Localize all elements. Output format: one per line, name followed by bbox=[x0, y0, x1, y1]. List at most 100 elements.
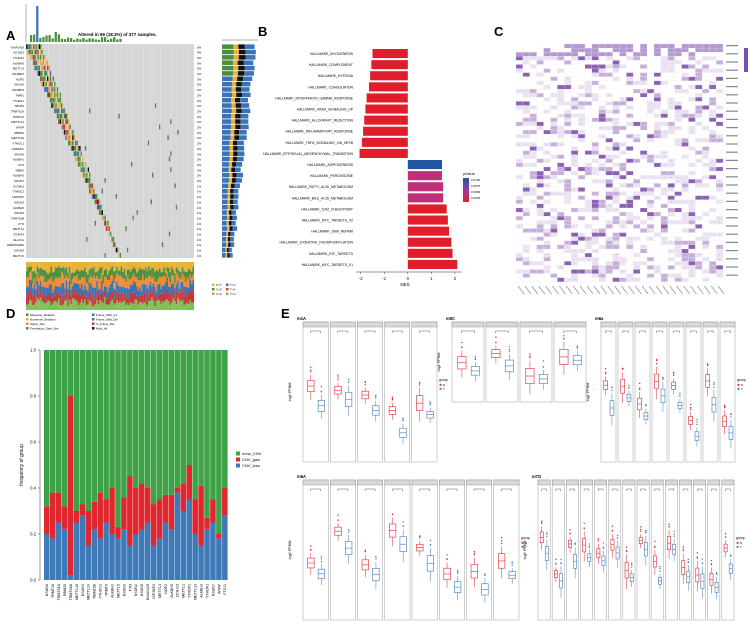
heatmap-cell bbox=[584, 216, 592, 221]
titv-segment bbox=[93, 266, 95, 276]
right-bar-segment bbox=[244, 44, 255, 49]
right-bar-segment bbox=[233, 188, 239, 194]
mutation-cell bbox=[45, 81, 47, 87]
mutation-cell bbox=[175, 204, 178, 210]
heatmap-cell bbox=[640, 273, 648, 278]
heatmap-star: * bbox=[560, 214, 561, 216]
heatmap-cell bbox=[674, 183, 682, 188]
outlier-point bbox=[668, 526, 670, 528]
heatmap-cell bbox=[709, 207, 717, 213]
mutation-cell bbox=[80, 151, 82, 157]
titv-segment bbox=[38, 278, 40, 286]
heatmap-cell bbox=[550, 236, 558, 241]
heatmap-star: * bbox=[719, 124, 720, 126]
heatmap-cell bbox=[591, 166, 599, 172]
titv-segment bbox=[181, 273, 184, 283]
heatmap-star: * bbox=[554, 226, 555, 228]
row-label-mark bbox=[726, 143, 738, 145]
mutation-cell bbox=[27, 44, 29, 50]
heatmap-cell bbox=[653, 171, 661, 176]
heatmap-cell bbox=[667, 146, 675, 151]
heatmap-cell bbox=[674, 265, 682, 270]
heatmap-star: * bbox=[533, 132, 534, 134]
titv-segment bbox=[142, 262, 144, 269]
pathway-label: HALLMARK_COMPLEMENT bbox=[309, 63, 353, 67]
heatmap-star: * bbox=[643, 75, 644, 77]
right-bar-segment bbox=[222, 55, 234, 60]
heatmap-star: * bbox=[705, 165, 706, 167]
heatmap-star: * bbox=[609, 169, 610, 171]
titv-segment bbox=[88, 282, 91, 292]
heatmap-cell bbox=[640, 130, 648, 135]
right-bar-segment bbox=[237, 76, 244, 82]
heatmap-cell bbox=[529, 179, 537, 184]
outlier-point bbox=[402, 525, 404, 527]
heatmap-cell bbox=[522, 265, 530, 270]
gene-label: LRPPRC bbox=[12, 195, 24, 199]
bar-cnv-gain bbox=[103, 499, 109, 523]
right-bar-segment bbox=[241, 81, 251, 87]
heatmap-cell bbox=[598, 150, 606, 155]
mutation-cell bbox=[61, 103, 63, 108]
titv-segment bbox=[29, 279, 31, 289]
heatmap-cell bbox=[640, 220, 648, 225]
heatmap-cell bbox=[564, 56, 572, 61]
heatmap-cell bbox=[702, 158, 710, 163]
row-label-mark bbox=[726, 258, 738, 260]
heatmap-cell bbox=[536, 150, 544, 155]
heatmap-cell bbox=[543, 224, 551, 229]
heatmap-star: * bbox=[664, 222, 665, 224]
mutation-cell bbox=[72, 129, 74, 135]
facet-strip bbox=[702, 321, 719, 328]
heatmap-cell bbox=[578, 48, 586, 53]
heatmap-cell bbox=[515, 187, 523, 192]
mutation-cell bbox=[101, 188, 103, 194]
heatmap-star: * bbox=[609, 243, 610, 245]
outlier-point bbox=[604, 371, 607, 373]
heatmap-cell bbox=[550, 84, 558, 90]
outlier-point bbox=[724, 536, 727, 538]
heatmap-star: * bbox=[588, 87, 589, 89]
heatmap-cell bbox=[640, 236, 648, 241]
titv-segment bbox=[139, 280, 141, 288]
percent-label: 2% bbox=[197, 136, 202, 140]
heatmap-star: * bbox=[664, 280, 665, 282]
heatmap-cell bbox=[702, 248, 710, 254]
heatmap-star: * bbox=[547, 50, 548, 52]
heatmap-cell bbox=[529, 166, 537, 172]
titv-segment bbox=[47, 300, 50, 310]
titv-segment bbox=[58, 298, 60, 310]
heatmap-cell bbox=[557, 261, 565, 266]
heatmap-cell bbox=[626, 175, 634, 180]
bar-cnv-gain bbox=[133, 488, 139, 534]
titv-segment bbox=[94, 288, 97, 300]
heatmap-star: * bbox=[574, 280, 575, 282]
top-bar bbox=[88, 38, 91, 42]
gene-label: YTHDC2 bbox=[12, 190, 24, 194]
titv-segment bbox=[29, 262, 31, 267]
titv-segment bbox=[166, 262, 169, 268]
titv-segment bbox=[154, 294, 156, 307]
heatmap-cell bbox=[709, 72, 717, 77]
titv-segment bbox=[183, 270, 185, 277]
percent-label: 1% bbox=[197, 216, 202, 220]
outlier-point bbox=[616, 534, 619, 537]
titv-segment bbox=[152, 268, 155, 277]
legend-swatch bbox=[226, 292, 229, 295]
heatmap-star: * bbox=[547, 194, 548, 196]
col-label-mark bbox=[559, 285, 566, 295]
titv-segment bbox=[30, 262, 33, 267]
heatmap-star: * bbox=[623, 185, 624, 187]
titv-segment bbox=[180, 291, 182, 302]
pathway-label: HALLMARK_MYC_TARGETS_V2 bbox=[302, 219, 353, 223]
outlier-point bbox=[500, 540, 503, 542]
heatmap-star: * bbox=[705, 91, 706, 93]
heatmap-cell bbox=[571, 64, 579, 69]
titv-segment bbox=[146, 305, 149, 310]
legend-label: C>G bbox=[216, 288, 223, 292]
heatmap-cell bbox=[709, 76, 717, 81]
mutation-cell bbox=[70, 140, 73, 146]
mutation-cell bbox=[70, 129, 73, 135]
heatmap-star: * bbox=[533, 144, 534, 146]
heatmap-star: * bbox=[609, 194, 610, 196]
